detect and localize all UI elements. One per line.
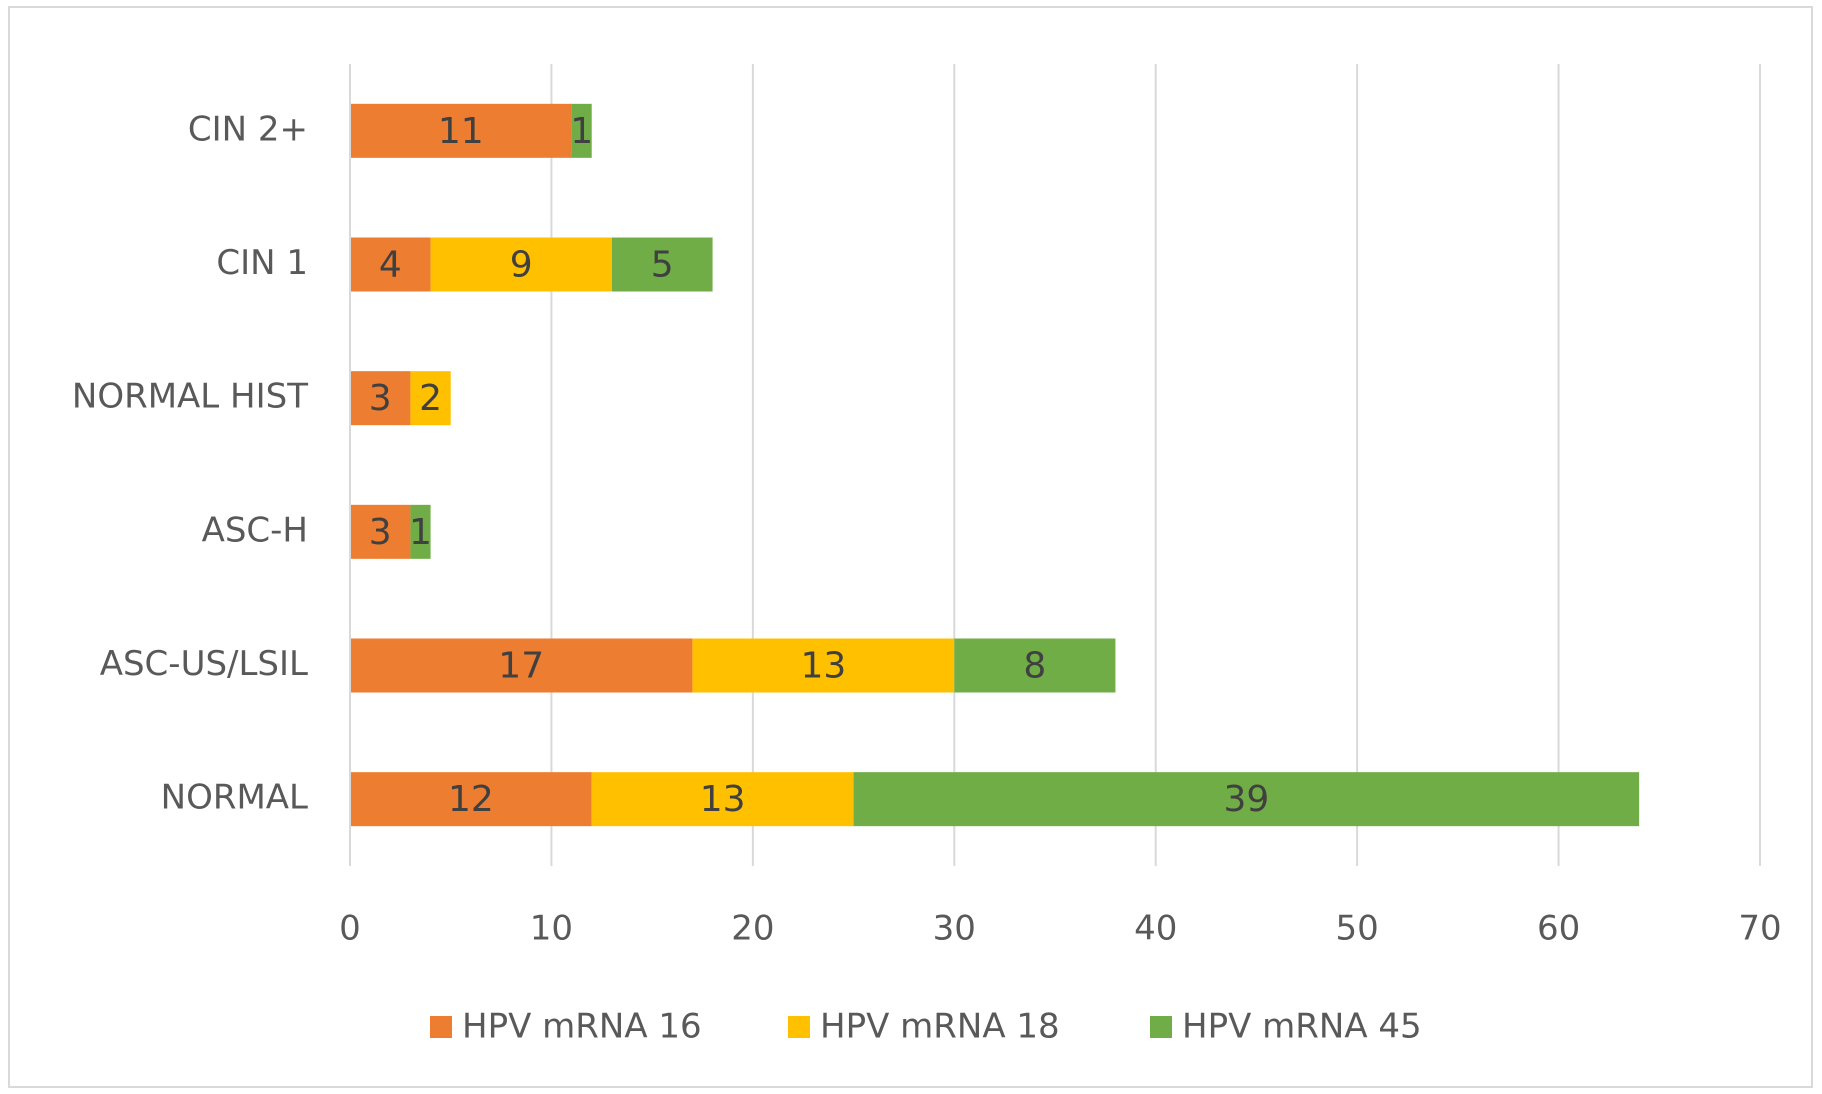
x-tick-label: 70: [1738, 909, 1781, 949]
bar-segment: [853, 772, 1640, 827]
chart-border: [8, 6, 1813, 1088]
bar-segment: [430, 237, 612, 292]
data-label: 39: [1223, 779, 1269, 820]
data-label: 5: [651, 245, 674, 286]
data-label: 1: [409, 512, 432, 553]
x-tick-label: 40: [1134, 909, 1177, 949]
bar-segment: [350, 237, 431, 292]
bar-segment: [350, 103, 572, 158]
bar-segment: [571, 103, 592, 158]
x-tick-label: 0: [339, 909, 361, 949]
y-tick-label: NORMAL: [161, 778, 308, 818]
x-tick-label: 20: [731, 909, 774, 949]
data-label: 17: [498, 646, 544, 687]
bar-segment: [410, 371, 451, 426]
data-label: 3: [369, 512, 392, 553]
legend-swatch: [1150, 1016, 1172, 1038]
bar-segment: [350, 371, 411, 426]
bar-segment: [692, 638, 955, 693]
bar-segment: [410, 504, 431, 559]
x-tick-label: 50: [1336, 909, 1379, 949]
data-label: 9: [510, 245, 533, 286]
y-tick-label: CIN 2+: [188, 109, 308, 149]
y-tick-label: NORMAL HIST: [72, 377, 308, 417]
legend-label: HPV mRNA 16: [462, 1007, 702, 1047]
data-label: 2: [419, 378, 442, 419]
bar-segment: [954, 638, 1116, 693]
data-label: 12: [448, 779, 494, 820]
legend-swatch: [430, 1016, 452, 1038]
data-label: 13: [800, 646, 846, 687]
data-label: 4: [379, 245, 402, 286]
bar-segment: [350, 772, 592, 827]
data-label: 8: [1023, 646, 1046, 687]
data-label: 13: [700, 779, 746, 820]
legend-swatch: [788, 1016, 810, 1038]
data-label: 11: [438, 111, 484, 152]
x-tick-label: 10: [530, 909, 573, 949]
data-label: 3: [369, 378, 392, 419]
y-tick-label: ASC-US/LSIL: [100, 644, 308, 684]
x-tick-label: 30: [933, 909, 976, 949]
legend-label: HPV mRNA 18: [820, 1007, 1060, 1047]
bar-segment: [611, 237, 713, 292]
data-label: 1: [570, 111, 593, 152]
legend-label: HPV mRNA 45: [1182, 1007, 1422, 1047]
y-tick-label: ASC-H: [202, 510, 308, 550]
bar-segment: [591, 772, 854, 827]
bar-segment: [350, 504, 411, 559]
y-tick-label: CIN 1: [216, 243, 308, 283]
x-tick-label: 60: [1537, 909, 1580, 949]
bar-segment: [350, 638, 693, 693]
